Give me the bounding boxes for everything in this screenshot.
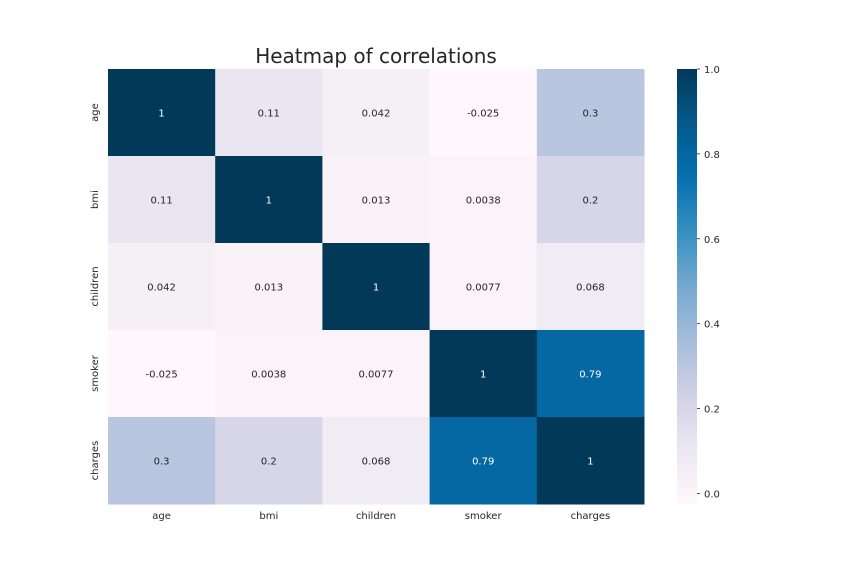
colorbar-tick-label: 0.8	[704, 150, 720, 161]
heatmap-cell-smoker-age	[108, 330, 216, 418]
x-axis-tick-labels: age bmi children smoker charges	[152, 511, 610, 522]
cell-value-label: 0.0038	[466, 196, 501, 207]
cell-value-label: 0.11	[150, 196, 172, 207]
cell-value-label: 0.013	[254, 283, 283, 294]
y-axis-tick-labels: age bmi children smoker charges	[90, 103, 101, 480]
x-tick-charges: charges	[571, 511, 611, 522]
cell-value-label: 1	[587, 457, 593, 468]
heatmap-cell-bmi-charges	[536, 156, 645, 244]
y-tick-bmi: bmi	[90, 190, 101, 209]
cell-value-label: 0.0038	[251, 370, 286, 381]
heatmap-cell-age-bmi	[215, 69, 323, 157]
chart-title: Heatmap of correlations	[255, 44, 497, 68]
cell-value-label: 0.068	[576, 283, 605, 294]
cell-value-label: 0.0077	[466, 283, 501, 294]
cell-value-label: 0.3	[154, 457, 170, 468]
heatmap-cells: 1 0.11 0.042 -0.025 0.3 0.11 1 0.013 0.0038 0.2 0.…	[108, 69, 645, 505]
cell-value-label: 0.013	[362, 196, 391, 207]
cell-value-label: 1	[480, 370, 486, 381]
cell-value-label: 1	[266, 196, 272, 207]
colorbar: 0.0 0.2 0.4 0.6 0.8 1.0	[677, 65, 720, 504]
cell-value-label: -0.025	[467, 109, 499, 120]
x-tick-children: children	[356, 511, 396, 522]
y-tick-age: age	[90, 103, 101, 122]
heatmap-cell-charges-smoker	[429, 417, 538, 505]
cell-value-label: 0.3	[582, 109, 598, 120]
heatmap-cell-smoker-bmi	[215, 330, 323, 418]
colorbar-tick-label: 0.2	[704, 405, 720, 416]
colorbar-tick-label: 0.4	[704, 320, 720, 331]
heatmap-cell-age-smoker	[429, 69, 538, 157]
x-tick-age: age	[152, 511, 171, 522]
cell-value-label: 0.042	[362, 109, 391, 120]
heatmap-cell-bmi-smoker	[429, 156, 538, 244]
colorbar-tick-label: 0.0	[704, 489, 720, 500]
heatmap-cell-smoker-children	[322, 330, 431, 418]
colorbar-tick-label: 1.0	[704, 65, 720, 76]
y-tick-children: children	[90, 266, 101, 306]
heatmap-cell-age-charges	[536, 69, 645, 157]
heatmap-cell-age-children	[322, 69, 431, 157]
heatmap-cell-children-children	[322, 243, 431, 331]
heatmap-cell-charges-children	[322, 417, 431, 505]
cell-value-label: -0.025	[145, 370, 177, 381]
cell-value-label: 1	[158, 109, 164, 120]
heatmap-cell-charges-bmi	[215, 417, 323, 505]
heatmap-cell-children-bmi	[215, 243, 323, 331]
cell-value-label: 0.0077	[359, 370, 394, 381]
cell-value-label: 0.79	[472, 457, 494, 468]
heatmap-cell-smoker-smoker	[429, 330, 538, 418]
cell-value-label: 0.068	[362, 457, 391, 468]
colorbar-tick-label: 0.6	[704, 235, 720, 246]
cell-value-label: 0.042	[147, 283, 176, 294]
heatmap-cell-children-smoker	[429, 243, 538, 331]
heatmap-cell-children-age	[108, 243, 216, 331]
heatmap-cell-bmi-bmi	[215, 156, 323, 244]
y-tick-charges: charges	[90, 441, 101, 481]
heatmap-cell-smoker-charges	[536, 330, 645, 418]
cell-value-label: 0.11	[258, 109, 280, 120]
cell-value-label: 1	[373, 283, 379, 294]
colorbar-gradient	[677, 69, 697, 504]
cell-value-label: 0.2	[582, 196, 598, 207]
heatmap-cell-bmi-age	[108, 156, 216, 244]
heatmap-cell-age-age	[108, 69, 216, 157]
heatmap-cell-charges-age	[108, 417, 216, 505]
heatmap-cell-charges-charges	[536, 417, 645, 505]
x-tick-bmi: bmi	[259, 511, 278, 522]
x-tick-smoker: smoker	[465, 511, 503, 522]
cell-value-label: 0.79	[579, 370, 601, 381]
heatmap-cell-children-charges	[536, 243, 645, 331]
heatmap-cell-bmi-children	[322, 156, 431, 244]
y-tick-smoker: smoker	[90, 354, 101, 392]
cell-value-label: 0.2	[261, 457, 277, 468]
